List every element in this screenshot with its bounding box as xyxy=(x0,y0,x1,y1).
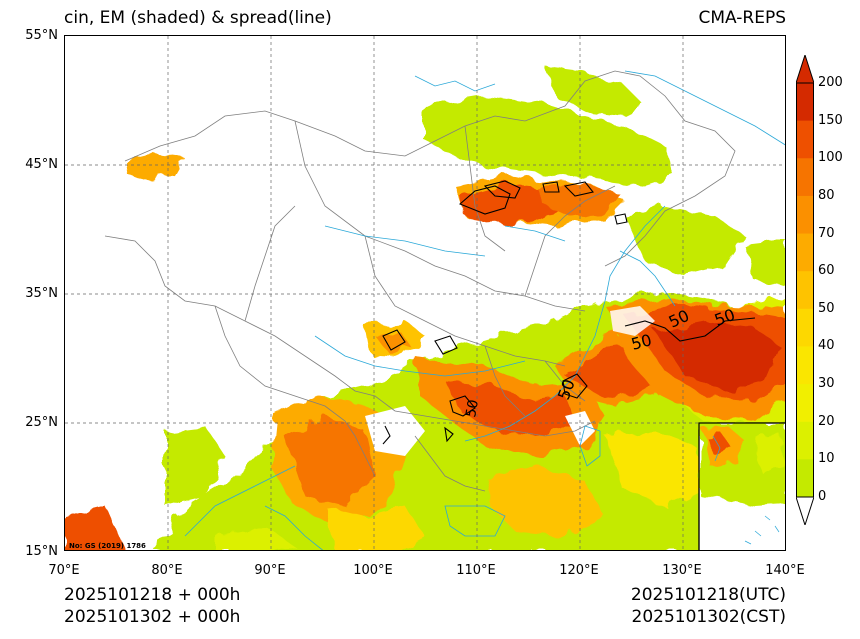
contour-label: 50 xyxy=(463,398,482,418)
colorbar-tick-label: 50 xyxy=(818,300,835,316)
colorbar-tick-label: 80 xyxy=(818,187,835,203)
lon-label-100e: 100°E xyxy=(353,563,393,578)
lon-label-90e: 90°E xyxy=(254,563,286,578)
forecast-time-cst: 2025101302 + 000h xyxy=(64,607,241,627)
rivers-coastlines xyxy=(184,70,785,550)
colorbar-extend-top xyxy=(796,55,814,84)
colorbar-segment xyxy=(796,346,814,385)
lon-label-110e: 110°E xyxy=(456,563,496,578)
map-panel: 50 50 50 50 50 No: GS (2019) 1786 xyxy=(64,35,786,551)
lat-label-45n: 45°N xyxy=(25,157,58,172)
colorbar-segment xyxy=(796,233,814,272)
lon-label-140e: 140°E xyxy=(765,563,805,578)
contour-label: 50 xyxy=(629,330,654,354)
init-time-cst: 2025101302(CST) xyxy=(631,607,786,627)
lat-label-15n: 15°N xyxy=(25,544,58,559)
colorbar-tick-label: 40 xyxy=(818,338,835,354)
colorbar-extend-bottom xyxy=(796,496,814,525)
lon-label-70e: 70°E xyxy=(48,563,80,578)
map-review-number: No: GS (2019) 1786 xyxy=(69,542,146,550)
colorbar-tick-label: 70 xyxy=(818,225,835,241)
colorbar-tick-label: 150 xyxy=(818,112,843,128)
lon-label-80e: 80°E xyxy=(151,563,183,578)
colorbar-tick-label: 30 xyxy=(818,376,835,392)
colorbar-segment xyxy=(796,158,814,197)
unshaded-gaps xyxy=(365,306,655,456)
lon-label-120e: 120°E xyxy=(559,563,599,578)
lat-label-35n: 35°N xyxy=(25,286,58,301)
south-china-sea-inset xyxy=(698,422,785,550)
colorbar-tick-label: 20 xyxy=(818,413,835,429)
init-time-utc: 2025101218(UTC) xyxy=(630,585,786,605)
forecast-time-utc: 2025101218 + 000h xyxy=(64,585,241,605)
boundary-lines xyxy=(104,70,736,492)
colorbar-segment xyxy=(796,421,814,460)
graticule xyxy=(65,36,785,550)
chart-title: cin, EM (shaded) & spread(line) xyxy=(64,8,332,28)
colorbar-tick-label: 100 xyxy=(818,150,843,166)
colorbar-segment xyxy=(796,459,814,498)
colorbar-tick-label: 200 xyxy=(818,75,843,90)
colorbar xyxy=(796,55,814,525)
colorbar-tick-label: 10 xyxy=(818,451,835,467)
colorbar-tick-label: 0 xyxy=(818,489,827,504)
colorbar-segment xyxy=(796,83,814,122)
shaded-field xyxy=(65,66,785,550)
lat-label-55n: 55°N xyxy=(25,28,58,43)
lon-label-130e: 130°E xyxy=(662,563,702,578)
model-name: CMA-REPS xyxy=(698,8,786,28)
colorbar-segment xyxy=(796,271,814,310)
colorbar-segment xyxy=(796,120,814,159)
lat-label-25n: 25°N xyxy=(25,415,58,430)
spread-contours xyxy=(382,180,756,445)
colorbar-segment xyxy=(796,384,814,423)
map-canvas: 50 50 50 50 50 No: GS (2019) 1786 xyxy=(65,36,785,550)
colorbar-tick-label: 60 xyxy=(818,263,835,279)
colorbar-segment xyxy=(796,195,814,235)
colorbar-segment xyxy=(796,308,814,347)
